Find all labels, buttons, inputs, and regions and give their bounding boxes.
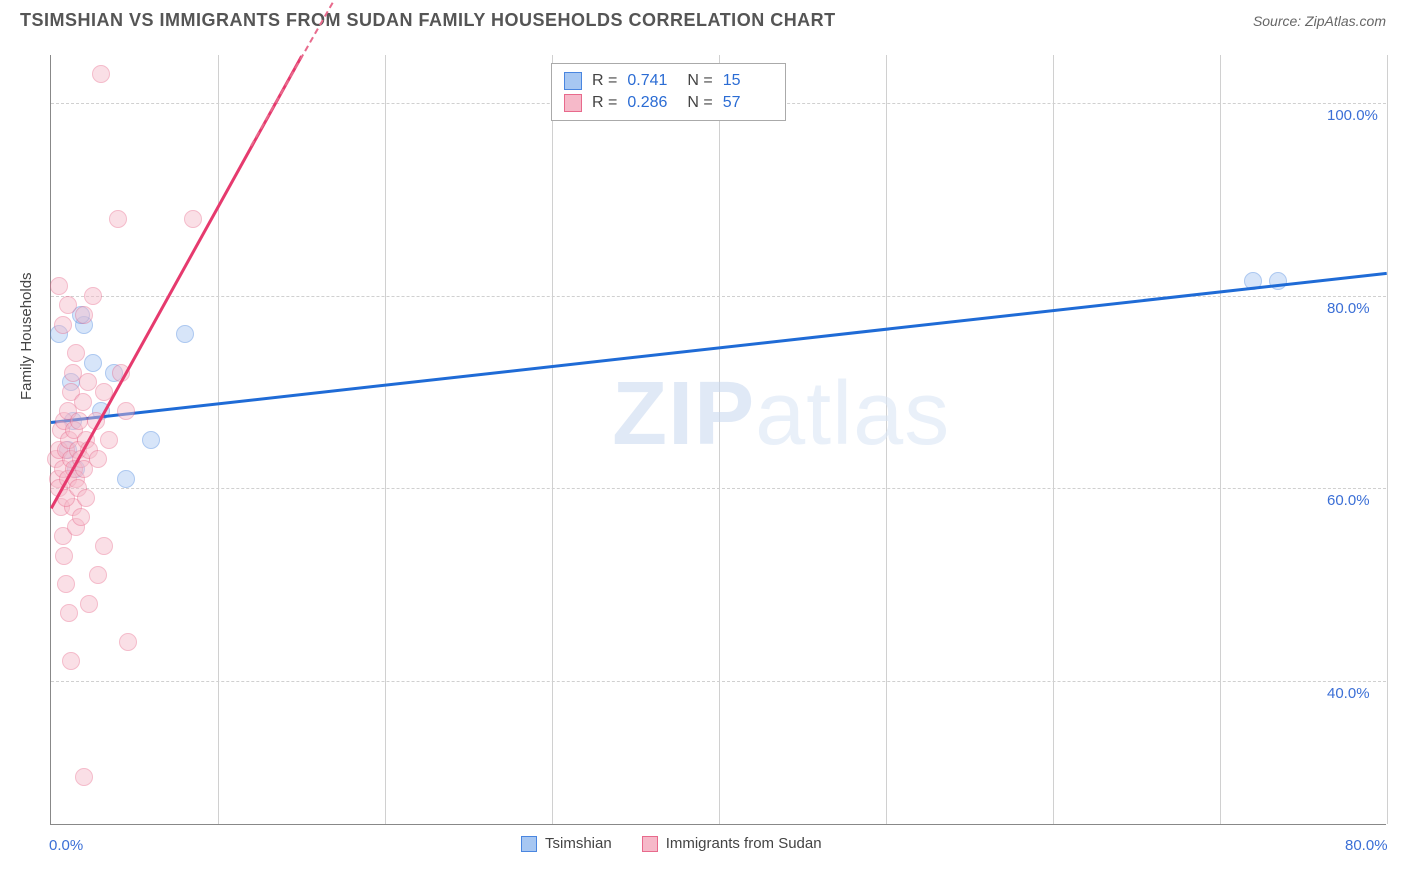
grid-line-v [218, 55, 219, 824]
data-point [117, 470, 135, 488]
data-point [59, 296, 77, 314]
stat-r-label: R = [592, 94, 617, 112]
data-point [75, 306, 93, 324]
stat-r-label: R = [592, 72, 617, 90]
grid-line-v [1387, 55, 1388, 824]
data-point [84, 287, 102, 305]
stat-r-value: 0.286 [627, 94, 677, 112]
y-tick-label: 100.0% [1327, 107, 1378, 124]
data-point [117, 402, 135, 420]
data-point [67, 344, 85, 362]
data-point [92, 65, 110, 83]
data-point [50, 277, 68, 295]
grid-line-v [886, 55, 887, 824]
legend-swatch [564, 72, 582, 90]
grid-line-v [385, 55, 386, 824]
data-point [55, 547, 73, 565]
data-point [95, 537, 113, 555]
legend-label: Tsimshian [545, 835, 612, 852]
grid-line-v [1220, 55, 1221, 824]
legend-swatch [564, 94, 582, 112]
stats-row: R = 0.741 N = 15 [564, 70, 773, 92]
data-point [57, 575, 75, 593]
data-point [80, 595, 98, 613]
data-point [62, 652, 80, 670]
stat-n-label: N = [687, 72, 712, 90]
chart-title: TSIMSHIAN VS IMMIGRANTS FROM SUDAN FAMIL… [20, 10, 836, 31]
stat-n-value: 15 [723, 72, 773, 90]
y-tick-label: 80.0% [1327, 300, 1370, 317]
data-point [176, 325, 194, 343]
x-tick-label: 80.0% [1345, 837, 1388, 854]
watermark: ZIPatlas [612, 363, 950, 466]
x-tick-label: 0.0% [49, 837, 83, 854]
legend-swatch [521, 836, 537, 852]
data-point [184, 210, 202, 228]
data-point [89, 566, 107, 584]
data-point [84, 354, 102, 372]
stat-r-value: 0.741 [627, 72, 677, 90]
data-point [1269, 272, 1287, 290]
legend-item: Immigrants from Sudan [642, 835, 822, 852]
data-point [77, 489, 95, 507]
stats-legend: R = 0.741 N = 15 R = 0.286 N = 57 [551, 63, 786, 121]
grid-line-v [552, 55, 553, 824]
data-point [119, 633, 137, 651]
data-point [75, 768, 93, 786]
y-tick-label: 60.0% [1327, 492, 1370, 509]
data-point [142, 431, 160, 449]
grid-line-v [1053, 55, 1054, 824]
legend-label: Immigrants from Sudan [666, 835, 822, 852]
stats-row: R = 0.286 N = 57 [564, 92, 773, 114]
source-label: Source: ZipAtlas.com [1253, 13, 1386, 29]
legend-item: Tsimshian [521, 835, 612, 852]
data-point [60, 604, 78, 622]
data-point [54, 316, 72, 334]
data-point [100, 431, 118, 449]
data-point [79, 373, 97, 391]
data-point [74, 393, 92, 411]
data-point [89, 450, 107, 468]
y-axis-label: Family Households [18, 272, 35, 400]
data-point [109, 210, 127, 228]
data-point [72, 508, 90, 526]
legend-swatch [642, 836, 658, 852]
scatter-chart: 40.0%60.0%80.0%100.0%0.0%80.0%ZIPatlasR … [50, 55, 1386, 825]
stat-n-value: 57 [723, 94, 773, 112]
series-legend: Tsimshian Immigrants from Sudan [521, 835, 822, 852]
stat-n-label: N = [687, 94, 712, 112]
grid-line-v [719, 55, 720, 824]
y-tick-label: 40.0% [1327, 685, 1370, 702]
data-point [70, 412, 88, 430]
